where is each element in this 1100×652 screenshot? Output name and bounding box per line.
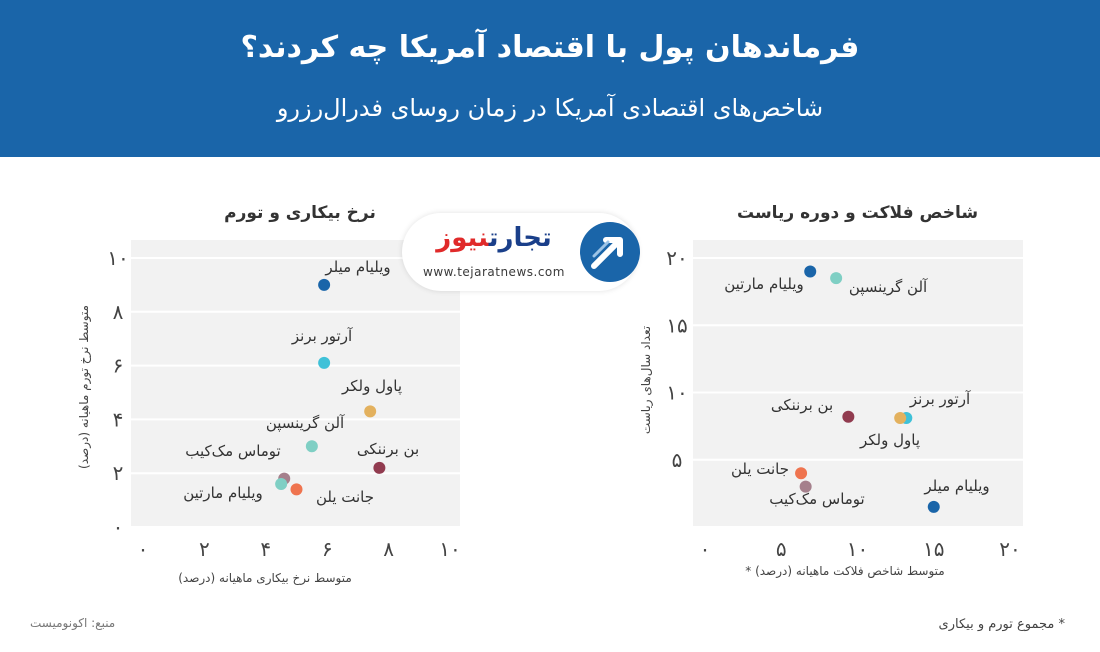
logo-arrow-icon — [580, 222, 640, 282]
data-point — [364, 405, 377, 418]
x-tick-label-right: ۰ — [700, 537, 711, 561]
data-label: جانت یلن — [316, 488, 374, 506]
x-tick-label-left: ۲ — [199, 537, 210, 561]
data-point — [830, 272, 843, 285]
data-point — [804, 265, 817, 278]
data-label: آلن گرینسپن — [849, 278, 928, 297]
tejaratnews-logo: تجارتنیوز www.tejaratnews.com — [402, 213, 640, 291]
x-axis-label-right: متوسط شاخص فلاکت ماهیانه (درصد) * — [745, 564, 944, 579]
x-tick-label-left: ۰ — [138, 537, 149, 561]
y-tick-label-right: ۲۰ — [666, 246, 687, 270]
chart-right-group: ۵ ۱۰ ۱۵ ۲۰ ۰ ۵ ۱۰ ۱۵ ۲۰ متوسط شاخص فلاکت ماهیانه … — [639, 240, 1023, 579]
header-banner: فرماندهان پول با اقتصاد آمریکا چه کردند؟… — [0, 0, 1100, 157]
x-tick-label-left: ۸ — [383, 537, 394, 561]
logo-url: www.tejaratnews.com — [423, 265, 565, 279]
y-tick-label-left: ۰ — [113, 515, 124, 539]
data-point — [290, 483, 303, 496]
data-point — [927, 500, 940, 513]
data-label: ویلیام میلر — [324, 258, 390, 276]
y-tick-label-right: ۱۰ — [666, 381, 687, 405]
x-tick-label-right: ۵ — [776, 537, 787, 561]
y-tick-label-left: ۶ — [113, 354, 124, 378]
data-label: بن برننکی — [357, 440, 419, 458]
y-axis-label-right: تعداد سال‌های ریاست — [639, 326, 654, 434]
x-tick-label-right: ۱۵ — [923, 537, 944, 561]
y-tick-label-left: ۱۰ — [107, 246, 128, 270]
data-point — [373, 461, 386, 474]
chart-title-left: نرخ بیکاری و تورم — [224, 203, 376, 223]
source-note: منبع: اکونومیست — [30, 616, 116, 630]
data-label: جانت یلن — [731, 460, 789, 478]
y-tick-label-left: ۴ — [113, 407, 124, 431]
data-label: توماس مک‌کیب — [769, 490, 864, 508]
data-point — [894, 412, 907, 425]
data-label: بن برننکی — [771, 396, 833, 414]
data-label: ویلیام میلر — [923, 477, 989, 495]
x-tick-label-left: ۱۰ — [439, 537, 460, 561]
y-tick-label-right: ۱۵ — [666, 313, 687, 337]
data-point — [275, 477, 288, 490]
data-point — [842, 410, 855, 423]
x-axis-label-left: متوسط نرخ بیکاری ماهیانه (درصد) — [178, 571, 352, 586]
x-tick-label-left: ۴ — [260, 537, 271, 561]
data-point — [795, 467, 808, 480]
data-label: آلن گرینسپن — [266, 414, 345, 433]
page-title: فرماندهان پول با اقتصاد آمریکا چه کردند؟ — [240, 30, 860, 65]
x-tick-label-right: ۱۰ — [847, 537, 868, 561]
x-tick-label-right: ۲۰ — [999, 537, 1020, 561]
data-point — [305, 440, 318, 453]
plot-area-left — [131, 240, 460, 527]
data-point — [318, 278, 331, 291]
data-label: ویلیام مارتین — [724, 275, 804, 293]
plot-area-right — [693, 240, 1023, 527]
x-tick-label-left: ۶ — [322, 537, 333, 561]
y-tick-label-right: ۵ — [672, 448, 683, 472]
data-label: پاول ولکر — [859, 431, 920, 450]
chart-title-right: شاخص فلاکت و دوره ریاست — [736, 203, 979, 223]
data-label: پاول ولکر — [341, 377, 402, 396]
data-label: آرتور برنز — [909, 390, 971, 408]
y-axis-label-left: متوسط نرخ تورم ماهیانه (درصد) — [77, 305, 92, 469]
logo-wordmark: تجارتنیوز — [436, 223, 552, 253]
data-label: توماس مک‌کیب — [185, 442, 280, 460]
data-label: ویلیام مارتین — [183, 484, 263, 502]
data-label: آرتور برنز — [291, 327, 353, 345]
y-tick-label-left: ۸ — [113, 300, 124, 324]
data-point — [799, 480, 812, 493]
page-subtitle: شاخص‌های اقتصادی آمریکا در زمان روسای فد… — [276, 94, 824, 122]
chart-left-group: ۰ ۲ ۴ ۶ ۸ ۱۰ ۰ ۲ ۴ ۶ ۸ ۱۰ متوسط نرخ بیکاری ماهیانه (… — [77, 240, 461, 586]
data-point — [318, 356, 331, 369]
y-tick-label-left: ۲ — [113, 461, 124, 485]
footnote: * مجموع تورم و بیکاری — [938, 617, 1065, 632]
